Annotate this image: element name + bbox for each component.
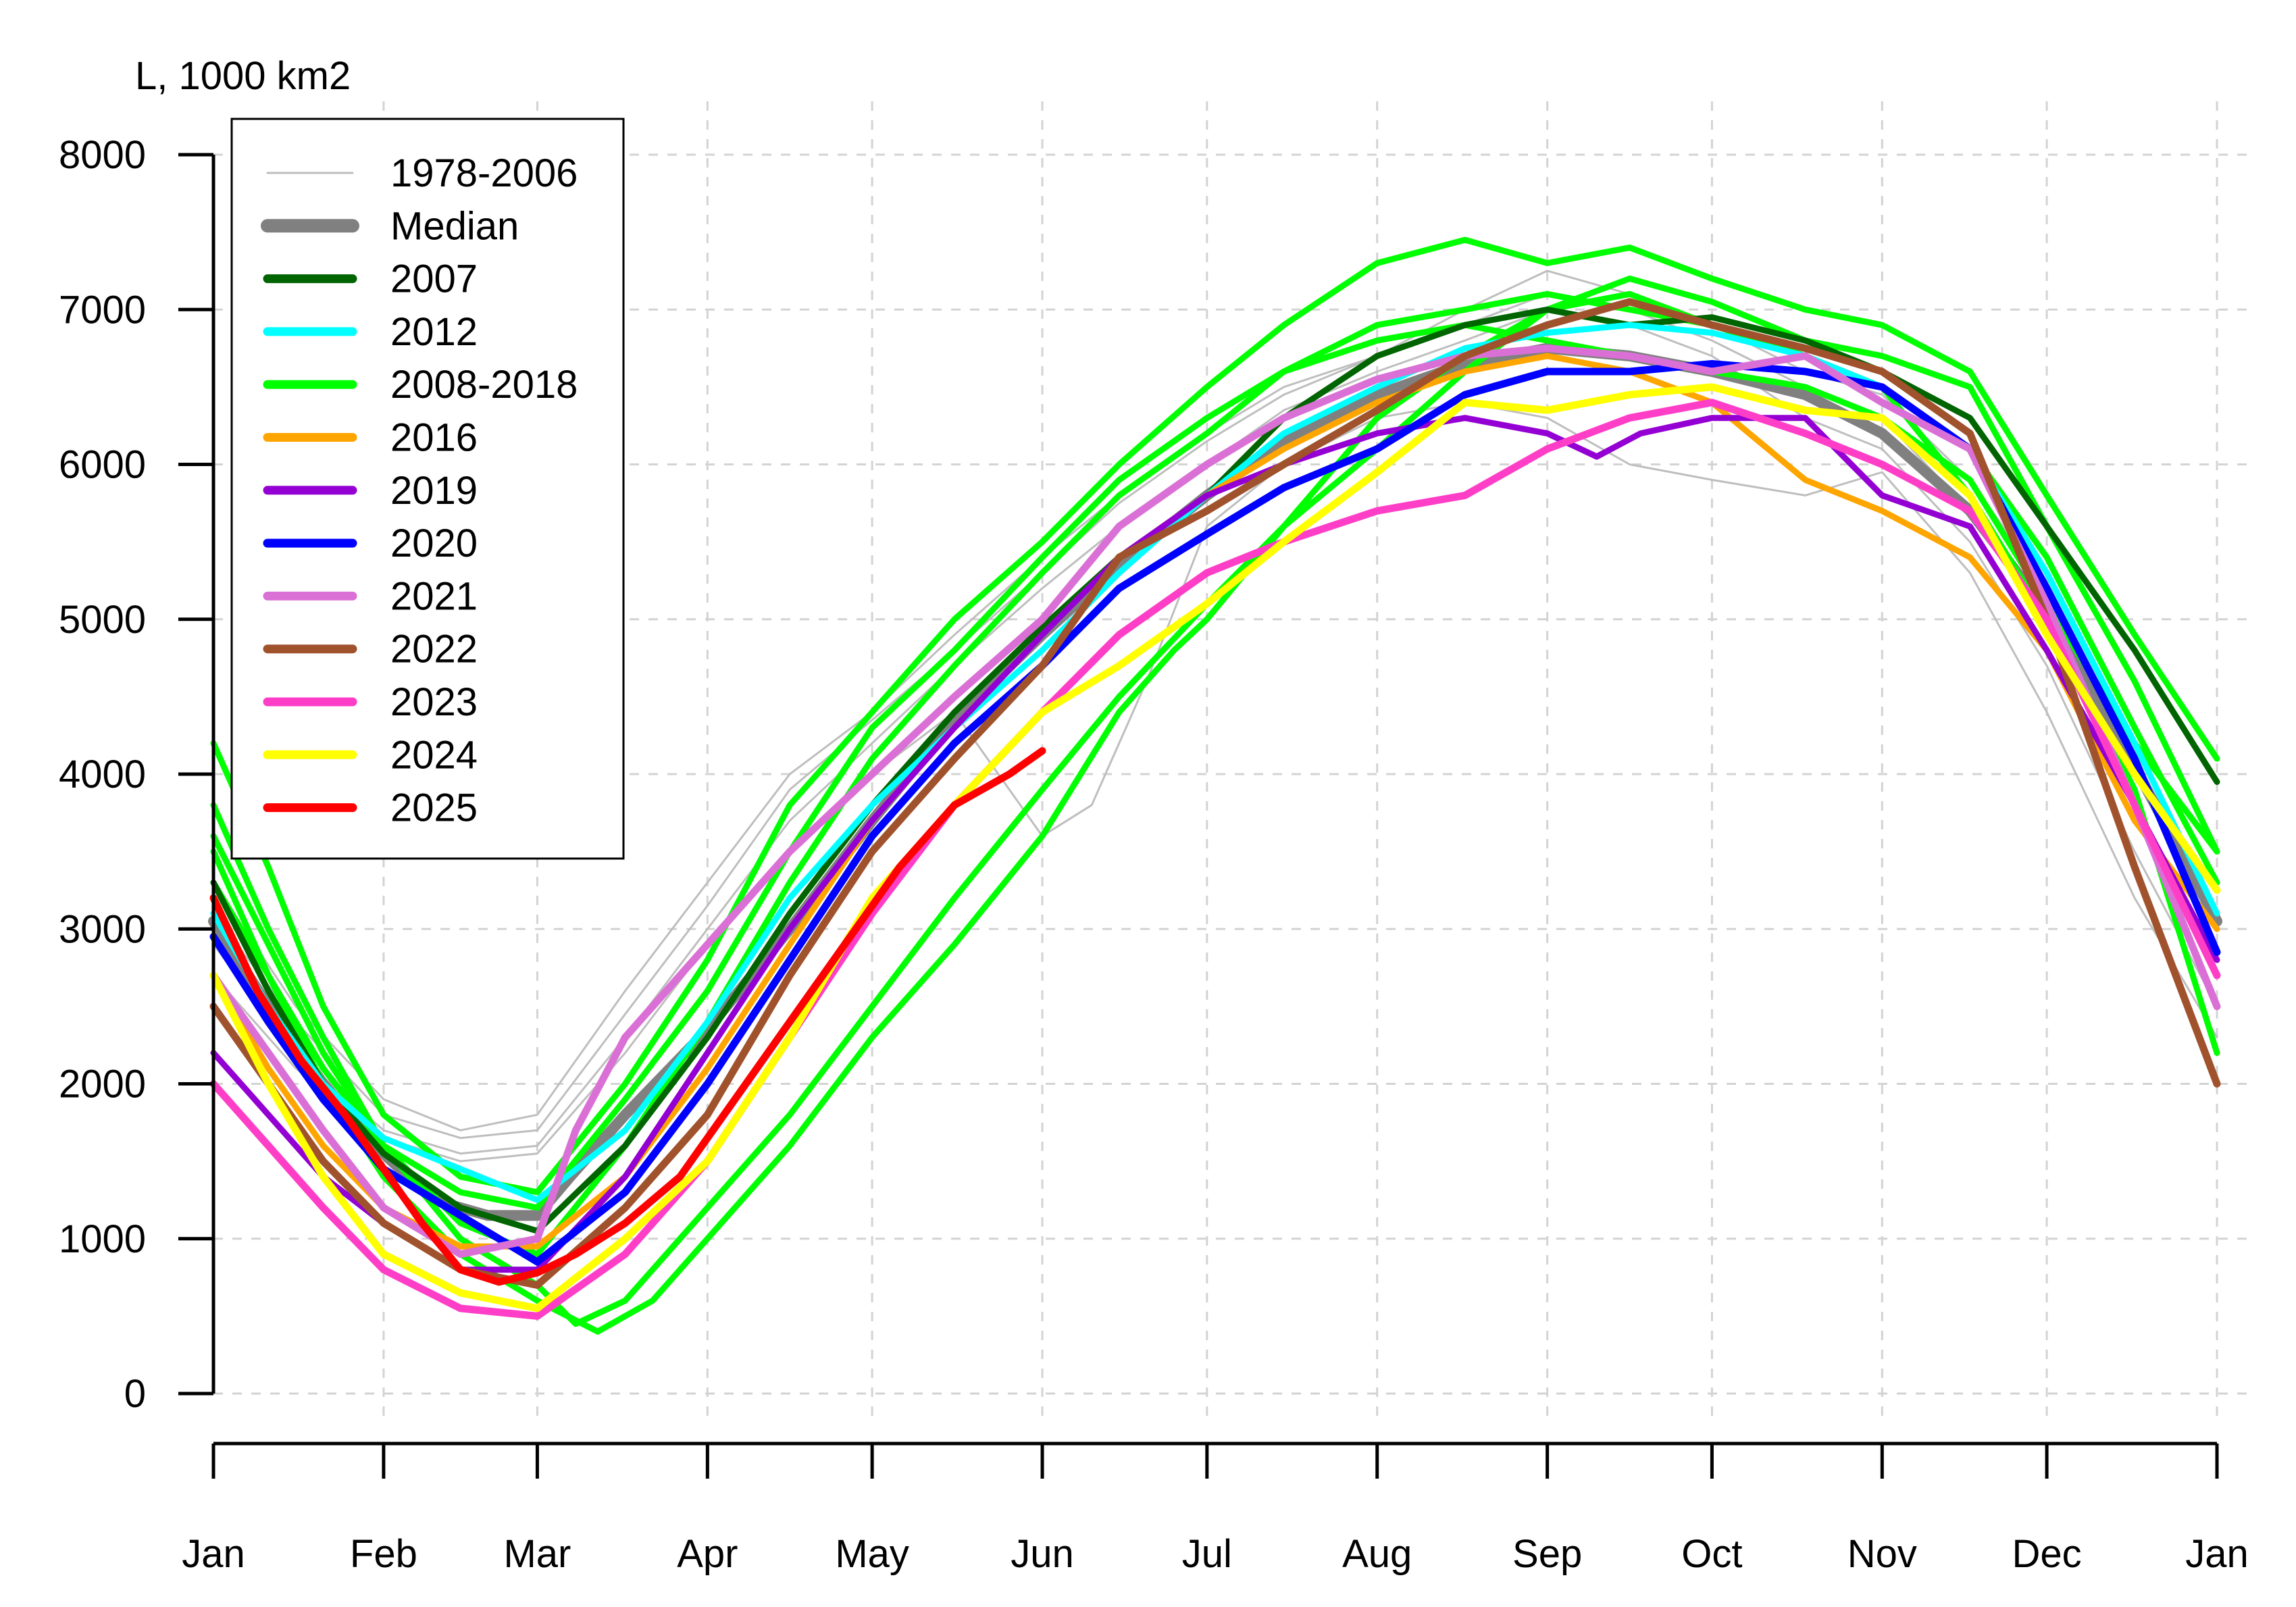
x-tick-label: Dec — [2012, 1532, 2082, 1576]
y-tick-label: 2000 — [59, 1063, 146, 1106]
x-tick-label: Jan — [182, 1532, 245, 1576]
legend-label: 2021 — [390, 574, 478, 618]
axes: 0 1000 2000 3000 4000 5000 6000 7000 8000 Jan Feb M… — [59, 133, 2249, 1576]
series-line-2019 — [210, 415, 2220, 1273]
legend-label: 1978-2006 — [390, 151, 578, 195]
legend-label: 2024 — [390, 733, 478, 777]
legend-label: 2022 — [390, 628, 478, 671]
x-tick-label: Mar — [503, 1532, 571, 1576]
legend-label: 2012 — [390, 310, 478, 354]
y-tick-label: 1000 — [59, 1217, 146, 1261]
x-tick-label: Aug — [1342, 1532, 1412, 1576]
series-line-2008-2018 — [210, 275, 2220, 1327]
legend-label: 2016 — [390, 416, 478, 460]
y-tick-label: 6000 — [59, 443, 146, 487]
legend-label: 2023 — [390, 680, 478, 724]
x-tick-label: Feb — [350, 1532, 417, 1576]
legend: 1978-2006 Median 2007 2012 2008-2018 2016 2019… — [230, 118, 625, 860]
x-tick-label: Jan — [2185, 1532, 2249, 1576]
x-tick-label: Jun — [1011, 1532, 1074, 1576]
y-tick-label: 3000 — [59, 907, 146, 951]
x-tick-label: May — [835, 1532, 909, 1576]
x-tick-label: Oct — [1681, 1532, 1742, 1576]
series-line-2008-2018 — [210, 236, 2220, 1196]
x-tick-label: Nov — [1847, 1532, 1917, 1576]
y-axis-label: L, 1000 km2 — [135, 54, 351, 98]
legend-label: 2025 — [390, 786, 478, 830]
series-line-1978-2006 — [212, 401, 2218, 1163]
y-tick-label: 7000 — [59, 288, 146, 332]
series-line-2021 — [209, 345, 2221, 1258]
series-line-2023 — [209, 399, 2221, 1320]
x-tick-label: Jul — [1182, 1532, 1232, 1576]
series-line-2008-2018 — [210, 322, 2220, 1258]
x-tick-label: Apr — [677, 1532, 738, 1576]
series-line-2025 — [209, 747, 1046, 1286]
legend-label: 2019 — [390, 469, 478, 513]
x-tick-label: Sep — [1512, 1532, 1582, 1576]
y-tick-label: 0 — [124, 1372, 146, 1416]
series-line-2024 — [209, 383, 2221, 1312]
legend-label: 2020 — [390, 521, 478, 565]
legend-label: Median — [390, 204, 519, 248]
legend-label: 2008-2018 — [390, 363, 578, 407]
y-tick-label: 8000 — [59, 133, 146, 177]
legend-label: 2007 — [390, 257, 478, 301]
data-series — [208, 236, 2222, 1335]
y-tick-label: 5000 — [59, 598, 146, 642]
y-tick-label: 4000 — [59, 753, 146, 796]
series-line-1978-2006 — [212, 270, 2218, 1140]
series-line-2020 — [209, 360, 2221, 1266]
